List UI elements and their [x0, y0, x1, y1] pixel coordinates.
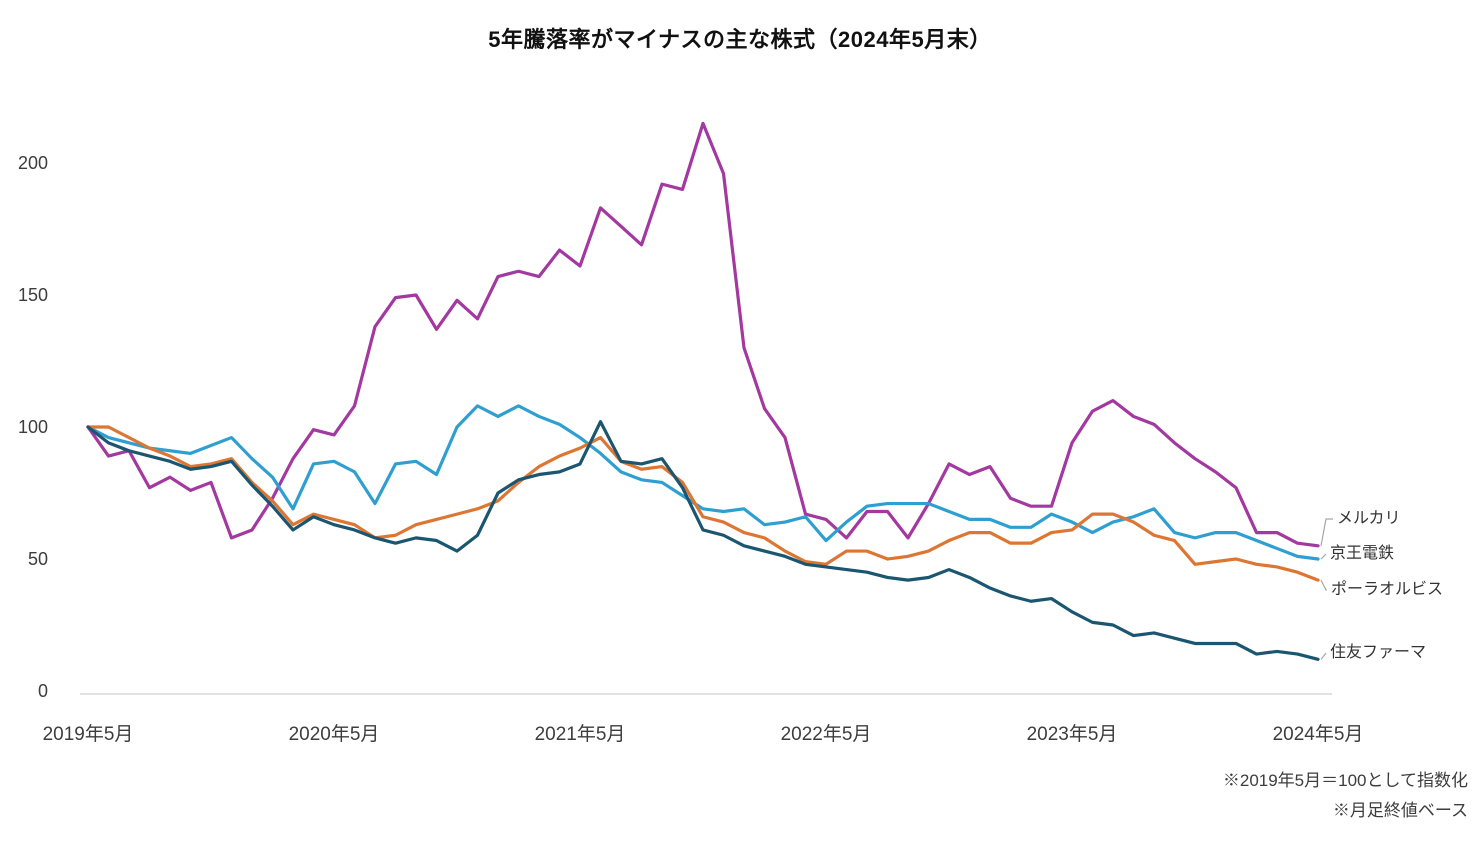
series-label-mercari: メルカリ	[1337, 510, 1401, 527]
leader-line-pola-orbis	[1320, 579, 1327, 591]
leader-line-keio-dentetsu	[1320, 553, 1327, 560]
y-tick-label-100: 100	[17, 417, 48, 437]
x-tick-label-2: 2021年5月	[534, 724, 626, 745]
chart-title: 5年騰落率がマイナスの主な株式（2024年5月末）	[488, 27, 992, 52]
x-tick-label-4: 2023年5月	[1026, 724, 1118, 745]
series-line-pola-orbis	[86, 425, 1320, 582]
x-tick-label-1: 2020年5月	[288, 724, 380, 745]
x-tick-label-0: 2019年5月	[42, 724, 134, 745]
y-tick-label-0: 0	[37, 681, 48, 701]
y-tick-label-150: 150	[17, 285, 48, 305]
y-tick-label-200: 200	[17, 153, 48, 173]
leader-line-mercari	[1320, 518, 1333, 546]
series-label-sumitomo-pharma: 住友ファーマ	[1330, 644, 1427, 661]
footnote-monthly-close: ※月足終値ベース	[1332, 801, 1468, 820]
x-tick-label-3: 2022年5月	[780, 724, 872, 745]
series-line-mercari	[86, 121, 1320, 548]
footnotes: ※2019年5月＝100として指数化 ※月足終値ベース	[1223, 766, 1468, 826]
x-tick-label-5: 2024年5月	[1272, 724, 1364, 745]
y-tick-label-50: 50	[27, 549, 48, 569]
series-label-keio-dentetsu: 京王電鉄	[1330, 545, 1395, 562]
leader-line-sumitomo-pharma	[1320, 652, 1327, 660]
series-label-pola-orbis: ポーラオルビス	[1331, 581, 1444, 598]
series-line-sumitomo-pharma	[86, 420, 1320, 661]
footnote-index-base: ※2019年5月＝100として指数化	[1222, 771, 1468, 790]
series-line-keio-dentetsu	[86, 404, 1320, 561]
